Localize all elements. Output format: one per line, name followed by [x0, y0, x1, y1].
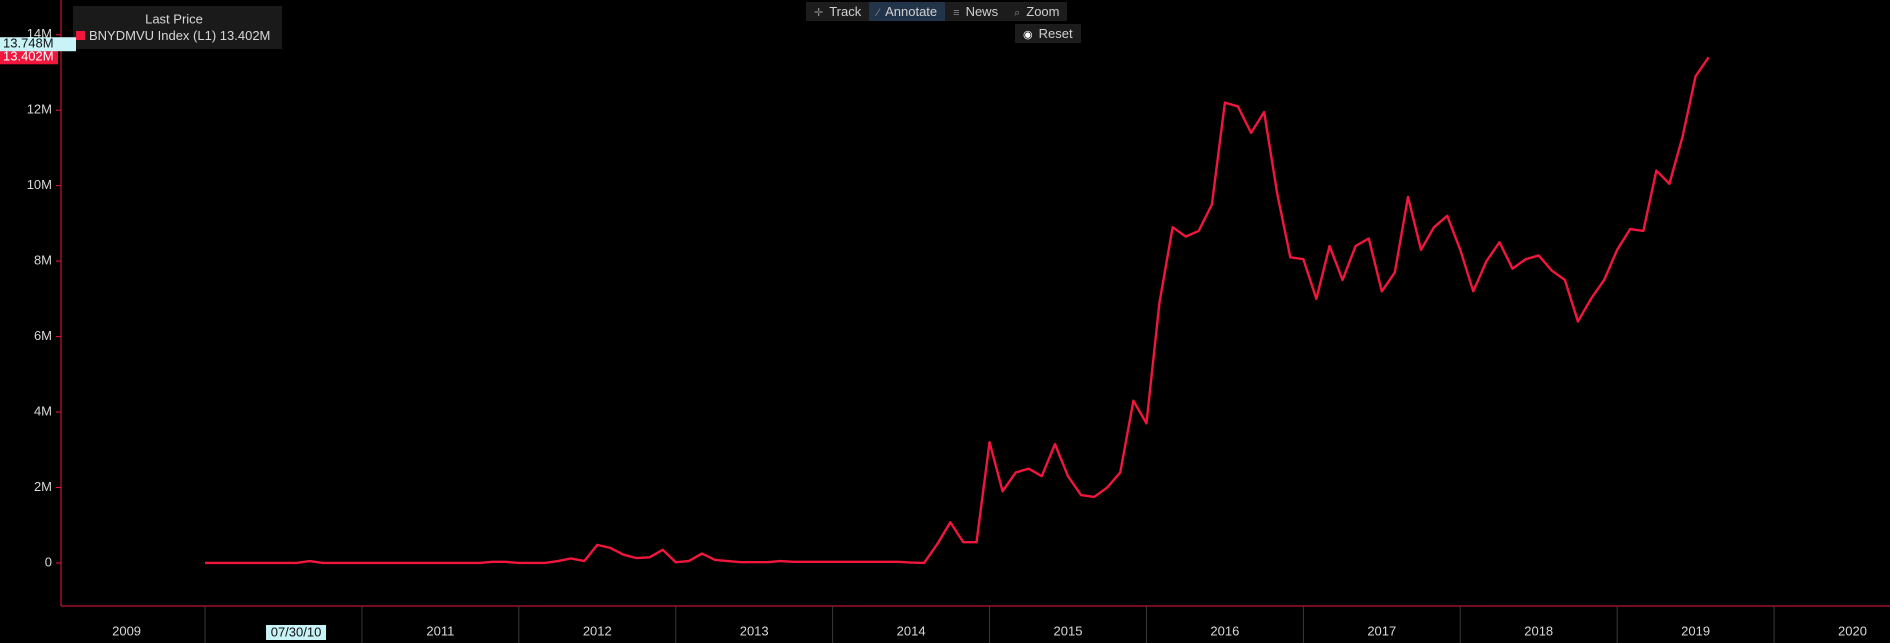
- x-tick-label: 2011: [426, 623, 454, 638]
- crosshair-y-label: 13.748M: [3, 36, 54, 51]
- x-tick-label: 2013: [740, 623, 769, 638]
- y-tick-label: 8M: [34, 253, 52, 268]
- x-tick-label: 2016: [1210, 623, 1239, 638]
- y-tick-label: 6M: [34, 328, 52, 343]
- price-line: [205, 56, 1710, 565]
- button-label: Reset: [1038, 26, 1073, 41]
- crosshair-x-label: 07/30/10: [271, 624, 322, 639]
- x-tick-label: 2017: [1367, 623, 1396, 638]
- x-tick-label: 2009: [112, 623, 141, 638]
- legend-name: BNYDMVU Index (L1): [89, 28, 216, 43]
- y-tick-label: 10M: [27, 177, 52, 192]
- x-tick-label: 2014: [897, 623, 926, 638]
- annotate-button[interactable]: ⁄ Annotate: [869, 2, 946, 21]
- button-label: Annotate: [885, 4, 938, 19]
- crosshair-y-tag: [0, 37, 76, 52]
- button-label: Zoom: [1026, 4, 1060, 19]
- reset-button[interactable]: ◉ Reset: [1023, 26, 1073, 41]
- x-tick-label: 2018: [1524, 623, 1553, 638]
- toolbar: ✛ Track ⁄ Annotate ≡ News ⌕ Zoom: [806, 2, 1068, 21]
- x-tick-label: 2020: [1838, 623, 1867, 638]
- x-tick-label: 2012: [583, 623, 612, 638]
- reset-bar: ◉ Reset: [1015, 24, 1081, 43]
- y-tick-label: 12M: [27, 102, 52, 117]
- legend-swatch: [76, 31, 85, 40]
- y-tick-label: 4M: [34, 403, 52, 418]
- news-button[interactable]: ≡ News: [953, 4, 999, 19]
- track-button[interactable]: ✛ Track: [814, 4, 862, 19]
- y-tick-label: 2M: [34, 479, 52, 494]
- last-price-tag: [0, 50, 58, 65]
- legend-last: 13.402M: [220, 28, 271, 43]
- last-price-label: 13.402M: [3, 49, 54, 64]
- legend-entry: BNYDMVU Index (L1) 13.402M: [89, 28, 270, 43]
- button-label: News: [965, 4, 999, 19]
- button-label: Track: [829, 4, 862, 19]
- legend-box: [73, 6, 282, 49]
- x-tick-label: 2015: [1054, 623, 1083, 638]
- crosshair-x-tag: [266, 625, 327, 640]
- zoom-button[interactable]: ⌕ Zoom: [1014, 4, 1060, 19]
- legend-title: Last Price: [145, 11, 203, 26]
- y-tick-label: 0: [45, 554, 52, 569]
- x-tick-label: 2019: [1681, 623, 1710, 638]
